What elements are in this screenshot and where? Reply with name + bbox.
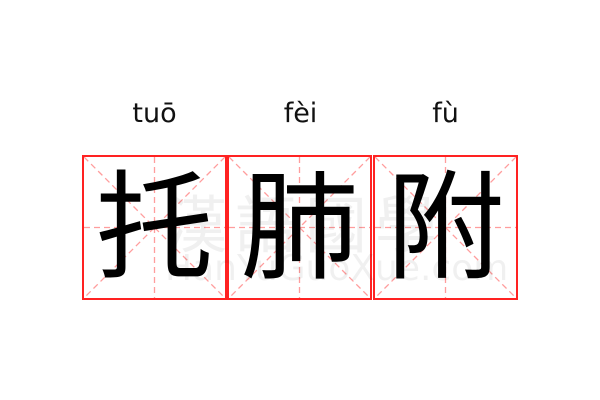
guide-lines: [84, 157, 225, 298]
pinyin-2: fèi: [283, 98, 318, 129]
hanzi-1: 托: [95, 158, 214, 297]
pinyin-3: fù: [432, 98, 459, 129]
tianzige-grid: 托 肺 附: [82, 155, 518, 300]
hanzi-3: 附: [386, 158, 505, 297]
grid-cell-2: 肺: [227, 155, 372, 300]
guide-lines: [229, 157, 370, 298]
hanzi-2: 肺: [240, 158, 359, 297]
pinyin-1: tuō: [132, 98, 177, 129]
grid-cell-3: 附: [373, 155, 518, 300]
grid-cell-1: 托: [82, 155, 227, 300]
guide-lines: [375, 157, 516, 298]
